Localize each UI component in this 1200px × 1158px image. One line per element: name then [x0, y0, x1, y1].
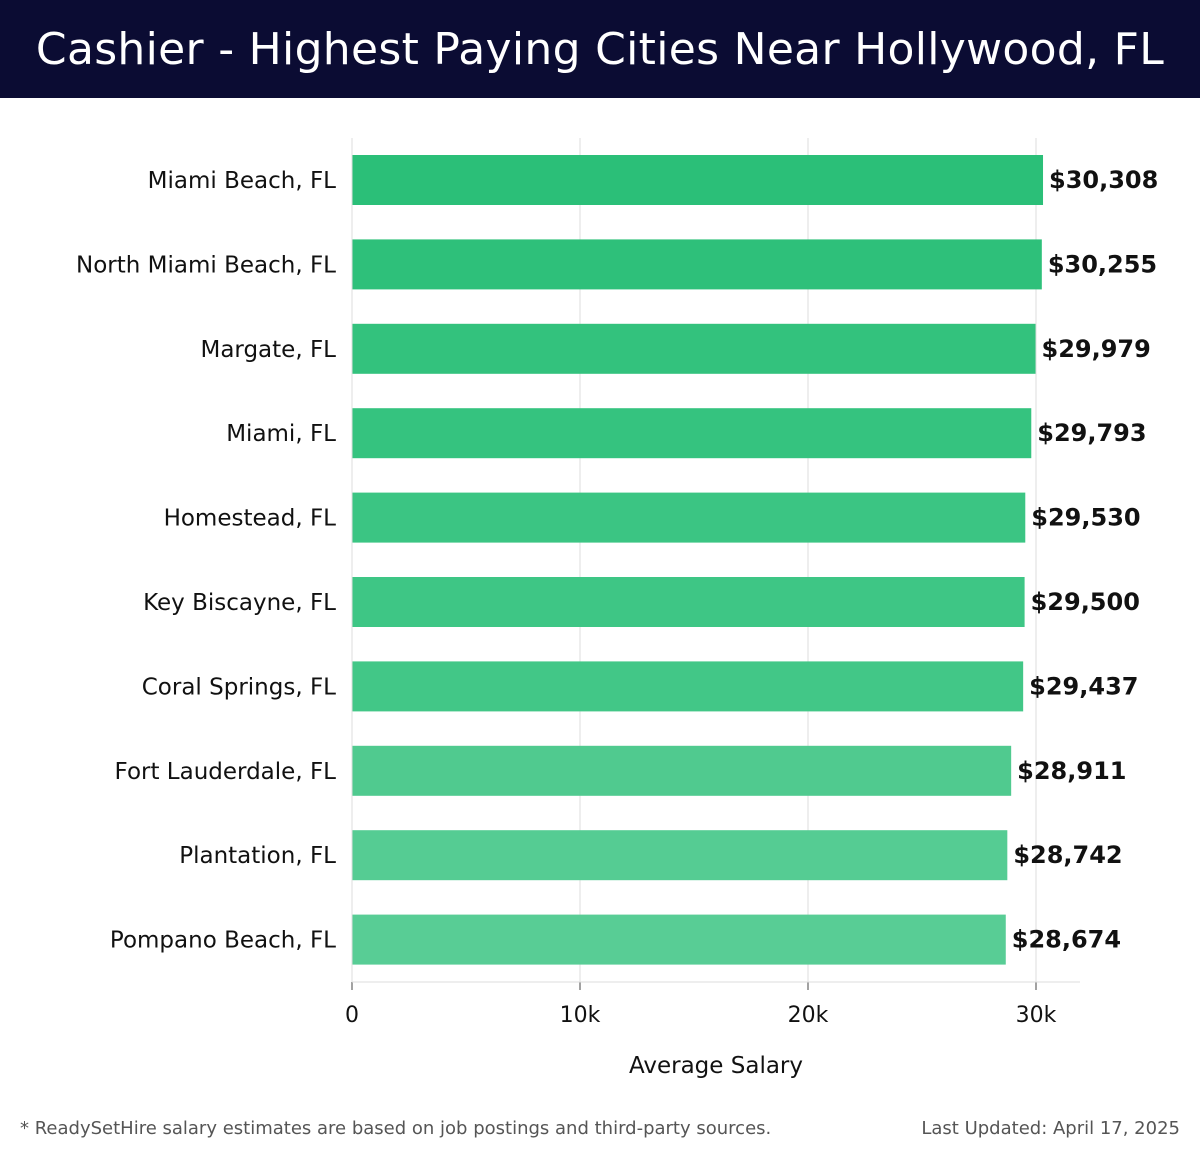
category-label: Margate, FL — [200, 337, 336, 363]
x-tick-label: 0 — [345, 1003, 359, 1028]
category-label: Coral Springs, FL — [142, 674, 336, 700]
bar — [352, 492, 1026, 543]
x-axis-title: Average Salary — [629, 1053, 803, 1079]
x-tick-label: 20k — [788, 1003, 829, 1028]
value-label: $28,674 — [1012, 926, 1121, 954]
bar — [352, 239, 1042, 290]
bar — [352, 830, 1008, 881]
chart-title: Cashier - Highest Paying Cities Near Hol… — [35, 23, 1165, 75]
category-label: Fort Lauderdale, FL — [115, 759, 337, 785]
x-tick-label: 10k — [560, 1003, 601, 1028]
bar — [352, 577, 1025, 627]
footnote: * ReadySetHire salary estimates are base… — [20, 1118, 772, 1139]
category-label: Plantation, FL — [179, 843, 336, 869]
bar — [352, 408, 1032, 459]
value-label: $29,530 — [1031, 504, 1140, 532]
bar — [352, 323, 1036, 374]
value-label: $29,979 — [1042, 335, 1151, 363]
bar — [352, 661, 1024, 712]
category-label: Miami, FL — [226, 421, 336, 447]
value-label: $30,308 — [1049, 166, 1158, 194]
value-label: $28,742 — [1013, 841, 1122, 869]
category-label: Miami Beach, FL — [148, 168, 337, 194]
category-label: North Miami Beach, FL — [76, 252, 336, 278]
x-axis: 0 10k 20k 30k — [345, 138, 1080, 1028]
x-tick-label: 30k — [1016, 1003, 1057, 1028]
value-label: $30,255 — [1048, 250, 1157, 278]
last-updated: Last Updated: April 17, 2025 — [921, 1118, 1180, 1139]
category-labels: Miami Beach, FL North Miami Beach, FL Marg… — [76, 168, 336, 954]
bars — [352, 155, 1044, 965]
bar — [352, 745, 1012, 796]
value-label: $28,911 — [1017, 757, 1126, 785]
chart-header: Cashier - Highest Paying Cities Near Hol… — [0, 0, 1200, 98]
category-label: Key Biscayne, FL — [143, 590, 336, 616]
value-label: $29,500 — [1031, 588, 1140, 616]
category-label: Pompano Beach, FL — [110, 928, 336, 954]
value-labels: $30,308 $30,255 $29,979 $29,793 $29,530 $29,5… — [1012, 166, 1159, 954]
value-label: $29,437 — [1029, 672, 1138, 700]
bar — [352, 914, 1006, 965]
category-label: Homestead, FL — [164, 506, 337, 532]
bar — [352, 155, 1044, 205]
value-label: $29,793 — [1037, 419, 1146, 447]
